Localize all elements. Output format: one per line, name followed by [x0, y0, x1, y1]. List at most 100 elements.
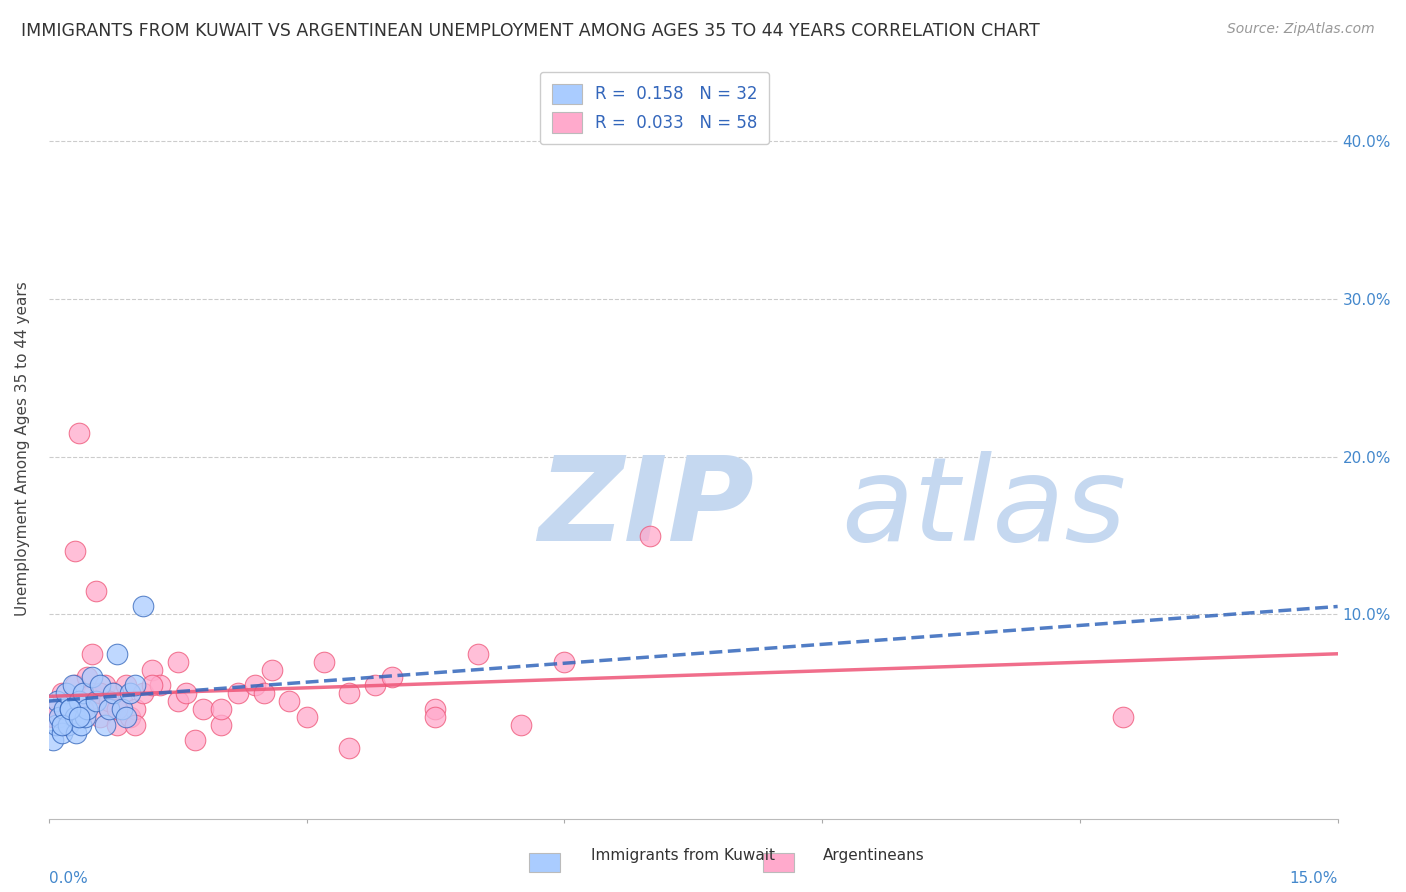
Point [53, 702, 76, 716]
Point [252, 686, 274, 700]
Point [166, 655, 188, 669]
Y-axis label: Unemployment Among Ages 35 to 44 years: Unemployment Among Ages 35 to 44 years [15, 282, 30, 616]
Point [63, 710, 86, 724]
Point [174, 686, 197, 700]
Point [364, 678, 387, 692]
Point [67, 710, 90, 724]
Point [107, 647, 129, 661]
Point [184, 733, 207, 747]
Point [76, 670, 98, 684]
Point [103, 686, 125, 700]
Point [120, 710, 142, 724]
Point [80, 686, 103, 700]
Point [89, 678, 111, 692]
Point [124, 702, 146, 716]
Point [70, 717, 93, 731]
Point [243, 678, 266, 692]
Point [76, 702, 98, 716]
Point [59, 702, 82, 716]
Point [111, 702, 134, 716]
Point [312, 655, 335, 669]
Point [1112, 710, 1135, 724]
Point [425, 710, 447, 724]
Legend: R =  0.158   N = 32, R =  0.033   N = 58: R = 0.158 N = 32, R = 0.033 N = 58 [540, 72, 769, 145]
Point [111, 694, 134, 708]
Point [124, 678, 146, 692]
Point [42, 710, 65, 724]
Point [63, 678, 86, 692]
Point [97, 702, 120, 716]
Point [339, 686, 361, 700]
Point [62, 678, 84, 692]
Point [42, 733, 65, 747]
Point [51, 686, 73, 700]
Point [51, 717, 73, 731]
Point [107, 702, 129, 716]
Point [381, 670, 404, 684]
Point [226, 686, 249, 700]
Point [103, 686, 125, 700]
Point [132, 686, 155, 700]
Point [72, 702, 94, 716]
Point [262, 663, 284, 677]
Point [638, 528, 661, 542]
Point [84, 583, 107, 598]
Point [80, 670, 103, 684]
Point [278, 694, 301, 708]
FancyBboxPatch shape [529, 853, 560, 872]
Text: Argentineans: Argentineans [823, 848, 924, 863]
Point [84, 694, 107, 708]
Point [45, 717, 67, 731]
Point [107, 717, 129, 731]
Point [141, 678, 163, 692]
Point [97, 702, 120, 716]
Text: ZIP: ZIP [538, 450, 755, 566]
Point [120, 686, 142, 700]
Point [467, 647, 489, 661]
Point [141, 663, 163, 677]
Point [63, 544, 86, 558]
Point [132, 599, 155, 614]
Point [115, 710, 138, 724]
Point [67, 694, 90, 708]
Text: IMMIGRANTS FROM KUWAIT VS ARGENTINEAN UNEMPLOYMENT AMONG AGES 35 TO 44 YEARS COR: IMMIGRANTS FROM KUWAIT VS ARGENTINEAN UN… [21, 22, 1040, 40]
Point [209, 702, 232, 716]
Point [166, 694, 188, 708]
Point [89, 686, 111, 700]
Point [67, 426, 90, 441]
Point [93, 678, 115, 692]
Point [55, 686, 77, 700]
Point [84, 694, 107, 708]
Point [48, 710, 70, 724]
Point [46, 702, 69, 716]
FancyBboxPatch shape [763, 853, 794, 872]
Point [97, 694, 120, 708]
Point [73, 710, 96, 724]
Point [124, 717, 146, 731]
Point [149, 678, 172, 692]
Point [339, 741, 361, 756]
Point [67, 710, 90, 724]
Text: Source: ZipAtlas.com: Source: ZipAtlas.com [1227, 22, 1375, 37]
Point [209, 717, 232, 731]
Point [72, 686, 94, 700]
Point [295, 710, 318, 724]
Point [115, 678, 138, 692]
Text: 0.0%: 0.0% [49, 871, 87, 886]
Point [51, 725, 73, 739]
Point [93, 717, 115, 731]
Point [193, 702, 215, 716]
Point [55, 717, 77, 731]
Text: 15.0%: 15.0% [1289, 871, 1337, 886]
Point [425, 702, 447, 716]
Point [65, 725, 87, 739]
Text: Immigrants from Kuwait: Immigrants from Kuwait [591, 848, 775, 863]
Point [56, 717, 79, 731]
Point [89, 710, 111, 724]
Point [59, 702, 82, 716]
Point [72, 702, 94, 716]
Point [80, 647, 103, 661]
Point [510, 717, 533, 731]
Text: atlas: atlas [841, 451, 1126, 566]
Point [46, 694, 69, 708]
